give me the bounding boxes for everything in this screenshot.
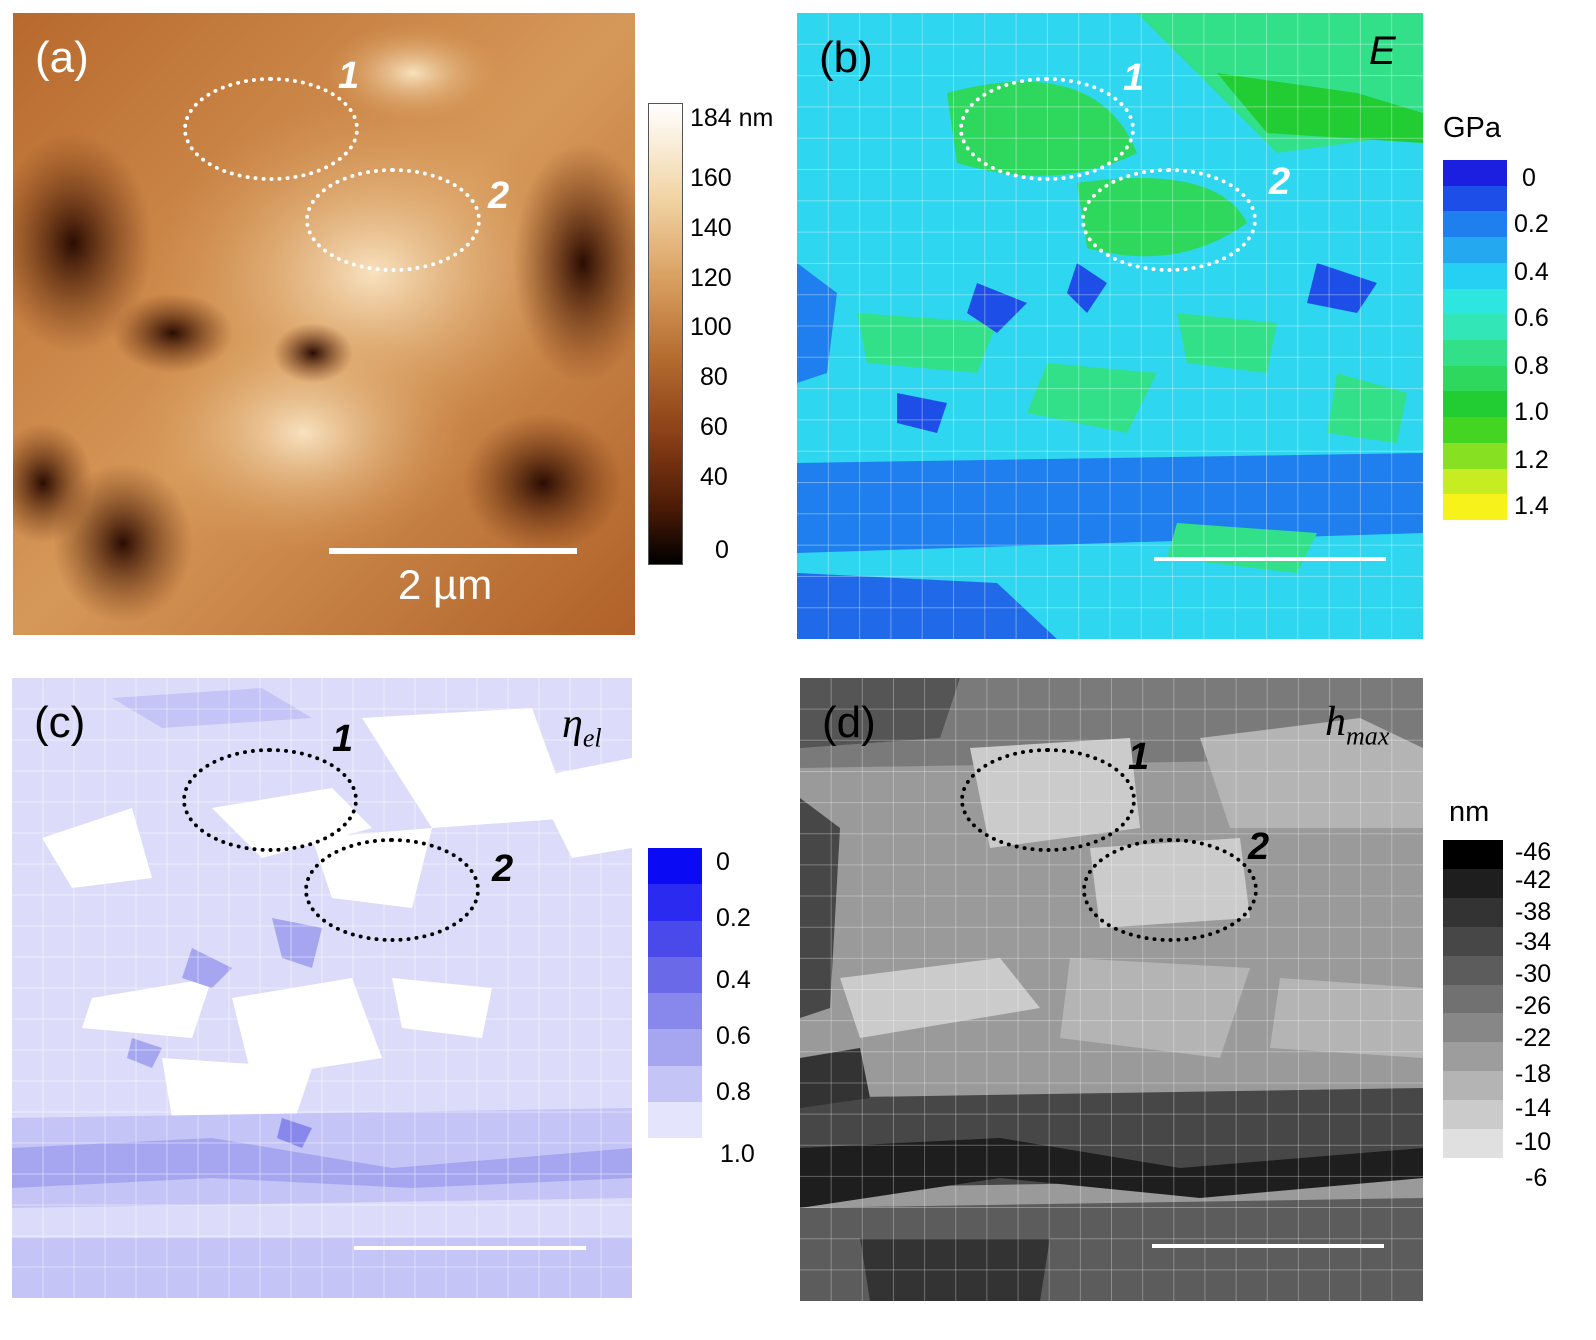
region-2-number: 2 (488, 175, 510, 217)
region-2-number: 2 (492, 848, 514, 890)
colorbar-a-tick: 160 (690, 164, 732, 192)
region-2-number: 2 (1248, 826, 1270, 868)
panel-d-quantity: hmax (1325, 699, 1390, 751)
scale-bar (329, 548, 577, 554)
colorbar-b-tick: 0.2 (1514, 210, 1549, 238)
region-1-outline (182, 748, 358, 852)
colorbar-c-tick: 0 (716, 848, 730, 876)
colorbar-d-tick: -46 (1515, 838, 1552, 866)
colorbar-a-tick: 184 nm (690, 104, 774, 132)
colorbar-b-tick: 0.6 (1514, 304, 1549, 332)
colorbar-c-tick: 0.8 (716, 1078, 751, 1106)
panel-a-topography: (a) 1 2 2 µm (13, 13, 635, 635)
colorbar-d-tick: -34 (1515, 928, 1552, 956)
colorbar-d-tick: -38 (1515, 898, 1552, 926)
panel-c-elastic-recovery-map: (c) ηel 1 2 (12, 678, 632, 1298)
scale-bar (1154, 557, 1386, 561)
colorbar-a-tick: 100 (690, 313, 732, 341)
region-1-number: 1 (332, 718, 354, 760)
region-2-outline (305, 168, 481, 272)
scale-bar (1152, 1244, 1384, 1248)
panel-c-quantity: ηel (562, 701, 602, 753)
region-1-number: 1 (338, 55, 360, 97)
panel-b-quantity: E (1369, 29, 1396, 73)
colorbar-d-unit: nm (1449, 796, 1490, 828)
colorbar-c-tick: 0.6 (716, 1022, 751, 1050)
colorbar-c-tick: 0.4 (716, 966, 751, 994)
panel-b-modulus-map: (b) E 1 2 (797, 13, 1423, 639)
colorbar-a-tick: 60 (700, 413, 728, 441)
colorbar-d-tick: -10 (1515, 1128, 1552, 1156)
colorbar-b-tick: 0.4 (1514, 258, 1549, 286)
colorbar-d-tick: -30 (1515, 960, 1552, 988)
scale-bar-label: 2 µm (398, 561, 493, 608)
colorbar-b-tick: 1.0 (1514, 398, 1549, 426)
region-1-outline (959, 77, 1135, 181)
colorbar-a-tick: 40 (700, 463, 728, 491)
colorbar-b-tick: 0 (1522, 164, 1536, 192)
colorbar-b (1443, 160, 1507, 521)
colorbar-b-tick: 0.8 (1514, 352, 1549, 380)
region-2-outline (304, 838, 480, 942)
colorbar-d-tick: -42 (1515, 866, 1552, 894)
colorbar-c (648, 848, 702, 1138)
region-1-number: 1 (1123, 57, 1145, 99)
colorbar-d (1443, 840, 1503, 1158)
colorbar-c-tick: 0.2 (716, 904, 751, 932)
scale-bar (354, 1246, 586, 1250)
colorbar-c-tick: 1.0 (720, 1140, 755, 1168)
colorbar-b-tick: 1.2 (1514, 446, 1549, 474)
colorbar-a-tick: 0 (715, 536, 729, 564)
colorbar-a-tick: 140 (690, 214, 732, 242)
panel-d-max-depth-map: (d) hmax 1 2 (800, 678, 1423, 1301)
colorbar-b-unit: GPa (1443, 112, 1502, 144)
colorbar-d-tick: -14 (1515, 1094, 1552, 1122)
colorbar-d-tick: -22 (1515, 1024, 1552, 1052)
panel-a-label: (a) (35, 33, 89, 82)
colorbar-b-tick: 1.4 (1514, 492, 1549, 520)
colorbar-d-tick: -26 (1515, 992, 1552, 1020)
region-2-outline (1082, 838, 1258, 942)
colorbar-d-tick: -18 (1515, 1060, 1552, 1088)
colorbar-d-tick: -6 (1525, 1164, 1548, 1192)
panel-b-label: (b) (819, 33, 873, 82)
region-2-outline (1081, 168, 1257, 272)
region-1-outline (183, 77, 359, 181)
colorbar-a-tick: 120 (690, 264, 732, 292)
panel-d-label: (d) (822, 698, 876, 747)
panel-c-label: (c) (34, 698, 86, 747)
region-2-number: 2 (1269, 161, 1291, 203)
region-1-outline (960, 748, 1136, 852)
colorbar-a-tick: 80 (700, 363, 728, 391)
region-1-number: 1 (1128, 736, 1150, 778)
colorbar-a (648, 103, 683, 565)
